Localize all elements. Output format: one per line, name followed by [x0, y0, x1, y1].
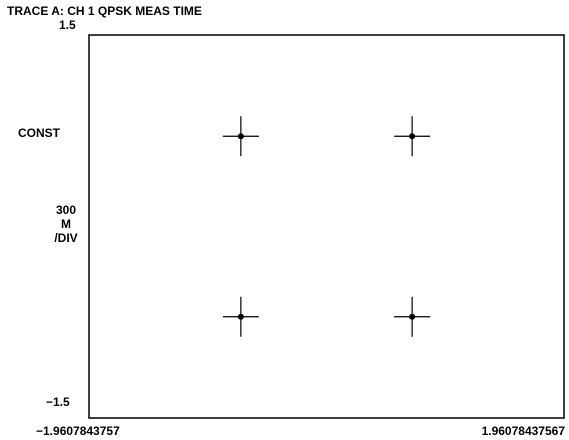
point-marker: [237, 133, 244, 140]
point-marker: [237, 313, 244, 320]
constellation-point-2: [394, 116, 431, 157]
scale-unit: M: [61, 217, 71, 231]
scale-per-division: 300 M /DIV: [40, 203, 92, 245]
constellation-point-4: [394, 296, 431, 337]
y-axis-min-label: −1.5: [46, 395, 70, 409]
scale-per-div: /DIV: [54, 231, 78, 245]
chart-title: TRACE A: CH 1 QPSK MEAS TIME: [7, 4, 202, 18]
x-axis-max-label: 1.96078437567: [481, 424, 565, 438]
constellation-point-3: [222, 296, 259, 337]
constellation-point-1: [222, 116, 259, 157]
x-axis-min-label: −1.9607843757: [36, 424, 120, 438]
plot-frame: [88, 34, 565, 419]
scale-value: 300: [55, 203, 77, 217]
point-marker: [409, 313, 416, 320]
constellation-points: [222, 116, 431, 337]
y-axis-max-label: 1.5: [59, 18, 76, 32]
point-marker: [409, 133, 416, 140]
display-mode-label: CONST: [18, 126, 60, 140]
